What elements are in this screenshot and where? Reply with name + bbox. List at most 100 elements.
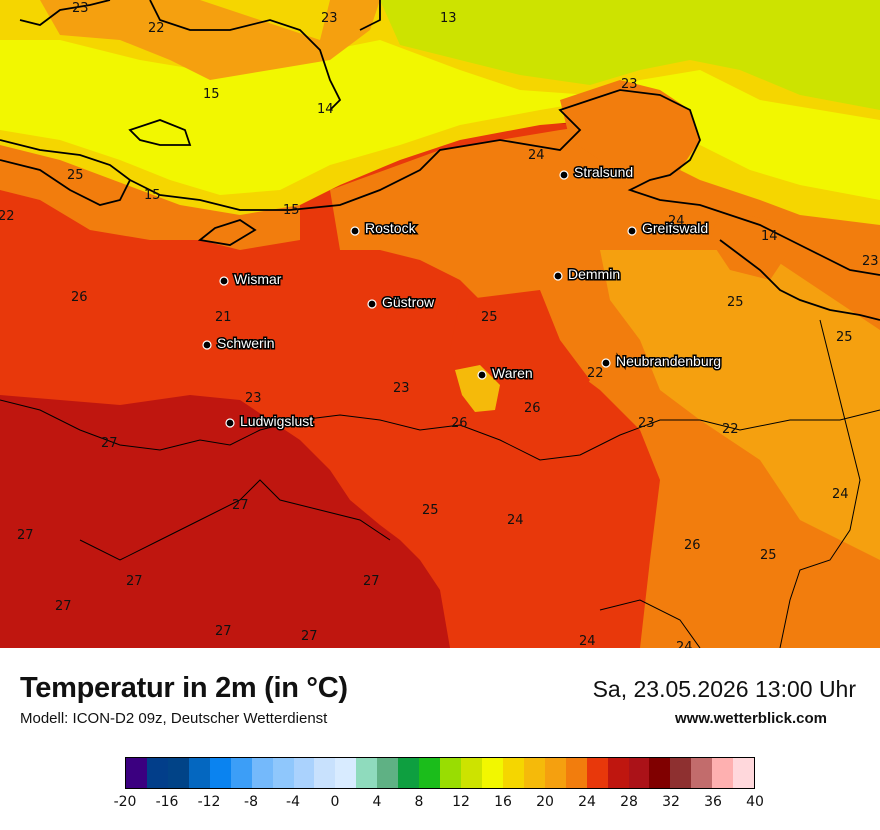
legend-color-segment: [419, 758, 441, 788]
legend-color-segment: [126, 758, 147, 788]
city-label-neubrandenburg: Neubrandenburg: [616, 353, 721, 369]
value-label: 14: [761, 229, 778, 244]
legend-color-segment: [461, 758, 482, 788]
legend-color-segment: [356, 758, 378, 788]
value-label: 15: [144, 188, 161, 203]
city-dot-greifswald: [627, 226, 637, 236]
city-dot-neubrandenburg: [601, 358, 611, 368]
value-label: 24: [579, 634, 596, 648]
value-label: 15: [203, 87, 220, 102]
legend-color-segment: [251, 758, 273, 788]
legend-tick-label: 20: [536, 794, 554, 810]
value-label: 25: [67, 168, 84, 183]
value-label: 21: [215, 310, 232, 325]
value-label: 26: [71, 290, 88, 305]
city-dot-stralsund: [559, 170, 569, 180]
value-label: 27: [215, 624, 232, 639]
value-label: 25: [422, 503, 439, 518]
temperature-map: Stralsund Rostock Greifswald Wismar Demm…: [0, 0, 880, 655]
legend-color-segment: [440, 758, 461, 788]
lake-cool-spot: [455, 365, 500, 412]
value-label: 26: [524, 401, 541, 416]
legend-color-segment: [272, 758, 294, 788]
value-label: 23: [621, 77, 638, 92]
city-dot-rostock: [350, 226, 360, 236]
legend-color-segment: [544, 758, 566, 788]
value-label: 27: [55, 599, 72, 614]
value-label: 22: [587, 366, 604, 381]
value-label: 27: [126, 574, 143, 589]
value-label: 25: [760, 548, 777, 563]
value-label: 27: [301, 629, 318, 644]
value-label: 27: [17, 528, 34, 543]
legend-ticks: -20 -16 -12 -8 -4 0 4 8 12 16 20 24 28 32 36 40: [0, 794, 880, 814]
value-label: 24: [528, 148, 545, 163]
value-label: 27: [101, 436, 118, 451]
legend-color-segment: [733, 758, 755, 788]
legend-color-segment: [565, 758, 587, 788]
legend-color-segment: [607, 758, 629, 788]
city-label-ludwigslust: Ludwigslust: [240, 413, 313, 429]
island-usedom: [710, 210, 790, 280]
legend-tick-label: -12: [197, 794, 221, 810]
city-label-demmin: Demmin: [568, 266, 620, 282]
legend-tick-label: 36: [704, 794, 722, 810]
legend-tick-label: -16: [155, 794, 179, 810]
value-label: 14: [317, 102, 334, 117]
city-dot-wismar: [219, 276, 229, 286]
value-label: 25: [481, 310, 498, 325]
legend-color-segment: [670, 758, 692, 788]
value-label: 13: [440, 11, 457, 26]
value-label: 23: [245, 391, 262, 406]
legend-color-segment: [523, 758, 545, 788]
value-label: 24: [676, 640, 693, 648]
city-label-waren: Waren: [492, 365, 533, 381]
legend-color-segment: [628, 758, 650, 788]
legend-tick-label: 0: [330, 794, 340, 810]
value-label: 23: [321, 11, 338, 26]
city-dot-waren: [477, 370, 487, 380]
island-ruegen: [560, 80, 700, 180]
zone-west-coast: [0, 140, 300, 250]
borders: [0, 319, 880, 649]
city-label-wismar: Wismar: [234, 271, 282, 287]
legend-tick-label: 40: [746, 794, 764, 810]
value-label: 25: [836, 330, 853, 345]
legend-tick-label: 24: [578, 794, 596, 810]
legend-tick-label: 4: [372, 794, 382, 810]
value-label: 24: [668, 214, 685, 229]
map-title: Temperatur in 2m (in °C): [20, 672, 348, 704]
legend-color-segment: [188, 758, 210, 788]
city-dot-demmin: [553, 271, 563, 281]
city-label-greifswald: Greifswald: [642, 220, 708, 236]
website-link[interactable]: www.wetterblick.com: [675, 710, 827, 727]
value-label: 23: [862, 254, 879, 269]
island-danish: [40, 0, 380, 80]
legend-color-segment: [314, 758, 336, 788]
color-legend: [125, 757, 755, 789]
value-label: 27: [232, 498, 249, 513]
value-label: 26: [684, 538, 701, 553]
value-label: 23: [393, 381, 410, 396]
legend-color-segment: [335, 758, 357, 788]
zone-22: [600, 250, 880, 560]
value-label: 23: [638, 416, 655, 431]
value-label: 23: [72, 1, 89, 16]
city-label-guestrow: Güstrow: [382, 294, 435, 310]
city-label-stralsund: Stralsund: [574, 164, 633, 180]
legend-tick-label: 8: [414, 794, 424, 810]
sea-lime: [380, 0, 880, 110]
city-markers: Stralsund Rostock Greifswald Wismar Demm…: [202, 163, 723, 431]
city-dot-schwerin: [202, 340, 212, 350]
legend-tick-label: 12: [452, 794, 470, 810]
legend-color-segment: [398, 758, 420, 788]
city-dot-guestrow: [367, 299, 377, 309]
legend-color-segment: [481, 758, 503, 788]
value-label: 27: [363, 574, 380, 589]
legend-color-segment: [377, 758, 399, 788]
legend-color-segment: [712, 758, 734, 788]
map-svg: Stralsund Rostock Greifswald Wismar Demm…: [0, 0, 880, 655]
legend-tick-label: 32: [662, 794, 680, 810]
value-label: 22: [722, 422, 739, 437]
legend-color-segment: [146, 758, 168, 788]
